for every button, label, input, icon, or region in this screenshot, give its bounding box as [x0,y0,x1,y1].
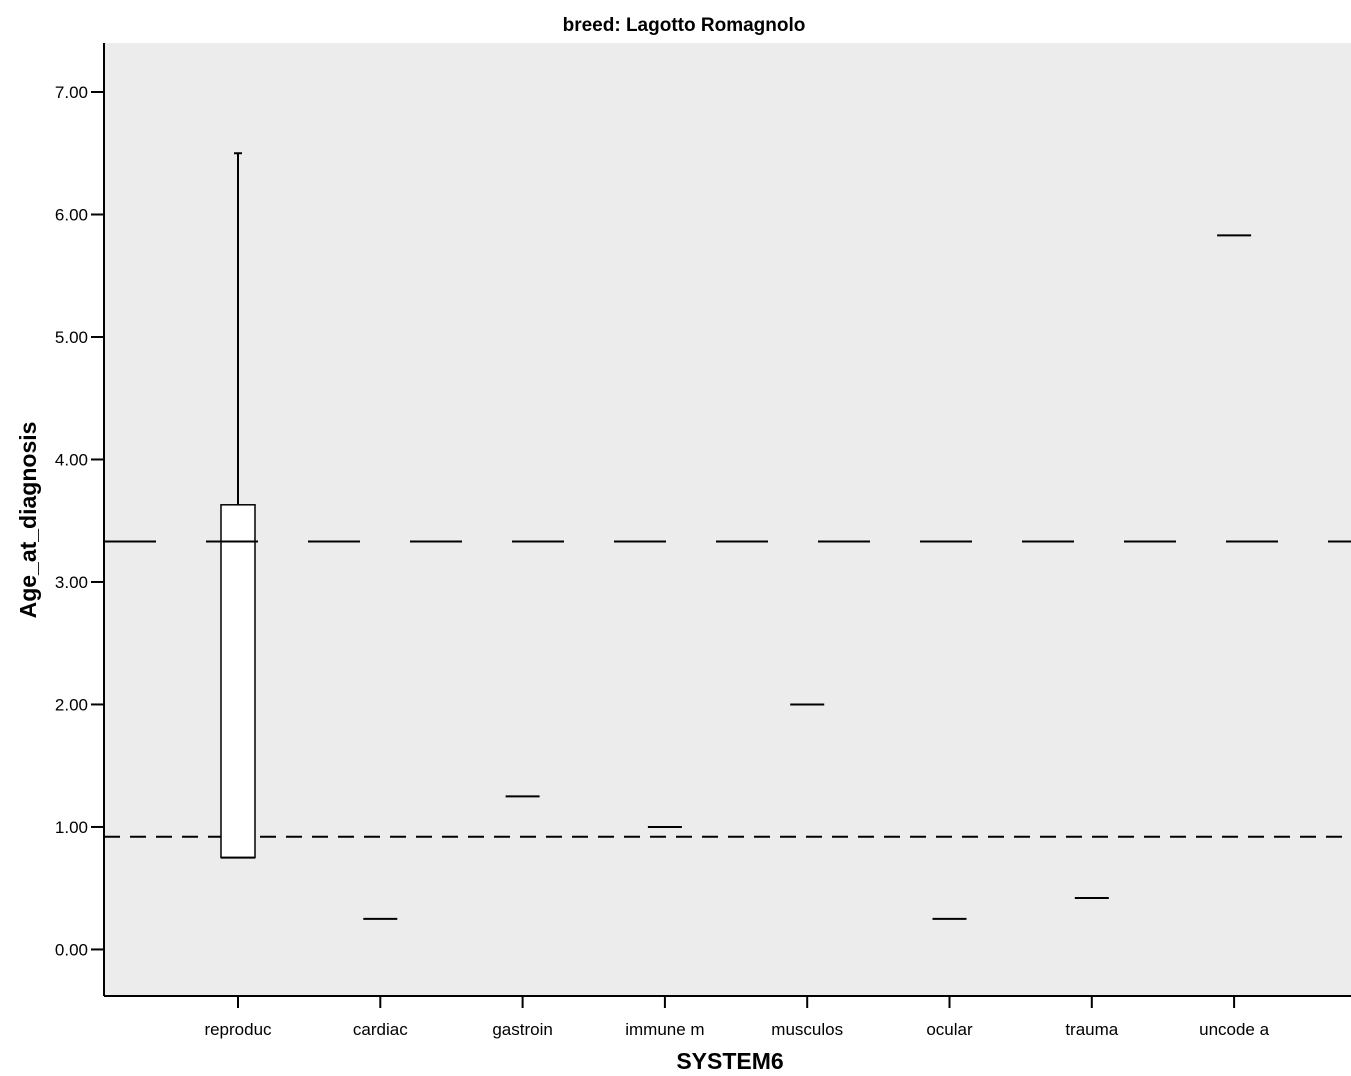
y-tick-label: 5.00 [55,328,88,347]
box-reproduc [220,152,256,859]
iqr-box [220,504,256,859]
x-tick-label: gastroin [492,1020,552,1039]
y-tick-label: 2.00 [55,695,88,714]
y-tick-label: 0.00 [55,940,88,959]
chart-title: breed: Lagotto Romagnolo [563,15,806,36]
y-tick-label: 3.00 [55,573,88,592]
reference-lines [104,540,1351,838]
x-axis-title: SYSTEM6 [676,1048,783,1074]
y-tick-label: 1.00 [55,818,88,837]
y-tick-label: 6.00 [55,205,88,224]
x-tick-label: musculos [771,1020,843,1039]
x-tick-label: uncode a [1199,1020,1269,1039]
x-tick-label: ocular [926,1020,973,1039]
x-tick-label: reproduc [204,1020,272,1039]
boxes [220,152,1252,920]
y-tick-label: 7.00 [55,83,88,102]
x-tick-label: cardiac [353,1020,408,1039]
plot-area [104,43,1351,996]
y-axis-ticks: 0.00 1.00 2.00 3.00 4.00 5.00 6.00 7.00 [55,83,104,959]
y-tick-label: 4.00 [55,450,88,469]
x-tick-label: immune m [625,1020,704,1039]
y-axis-title: Age_at_diagnosis [15,422,41,619]
x-axis-ticks: reproduc cardiac gastroin immune m musculos o… [204,996,1270,1039]
x-tick-label: trauma [1065,1020,1118,1039]
